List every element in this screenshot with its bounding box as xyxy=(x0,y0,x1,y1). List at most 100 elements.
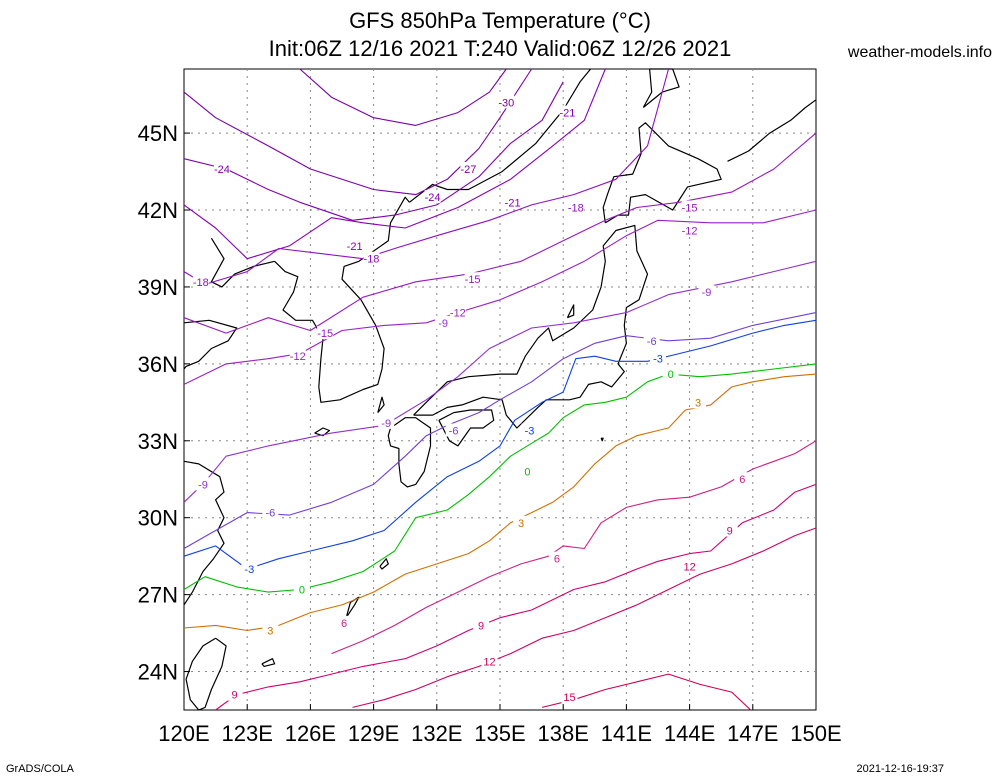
contour-line xyxy=(183,319,817,570)
coastline-honshu xyxy=(413,224,649,429)
coastline-china-south xyxy=(183,460,225,606)
contour-label: -6 xyxy=(449,426,459,438)
contour-label: 12 xyxy=(683,561,695,573)
coastline-primorye xyxy=(409,68,592,203)
contour-label-bg xyxy=(445,423,462,437)
lat-tick-label: 45N xyxy=(138,121,178,146)
contour-label-bg xyxy=(662,367,679,381)
contour-label-bg xyxy=(513,515,530,529)
contour-label: 3 xyxy=(518,518,524,530)
contour-label: -15 xyxy=(317,328,333,340)
contour-label: 0 xyxy=(299,584,305,596)
contour-line xyxy=(183,132,817,334)
coastline-hokkaido xyxy=(602,122,722,224)
contour-label-bg xyxy=(435,315,452,329)
contour-label: -18 xyxy=(193,277,209,289)
contour-line xyxy=(541,673,752,711)
contour-label-bg xyxy=(643,333,660,347)
lon-tick-label: 141E xyxy=(601,721,652,746)
contour-label-bg xyxy=(346,238,363,252)
contour-label-bg xyxy=(734,472,751,486)
contour-label-bg xyxy=(262,505,279,519)
title-line-1: GFS 850hPa Temperature (°C) xyxy=(349,8,651,33)
contour-label: -21 xyxy=(505,197,521,209)
coastline-amami xyxy=(379,558,389,570)
footer-left: GrADS/COLA xyxy=(6,763,74,775)
coastline-korea xyxy=(274,196,410,403)
contour-label: -9 xyxy=(702,287,712,299)
contour-line xyxy=(331,440,817,655)
title-line-2: Init:06Z 12/16 2021 T:240 Valid:06Z 12/2… xyxy=(268,36,732,61)
contour-label-bg xyxy=(481,654,498,668)
contour-label-bg xyxy=(650,351,666,365)
contour-label: -9 xyxy=(381,418,391,430)
lon-tick-label: 150E xyxy=(790,721,841,746)
contour-label-bg xyxy=(464,272,481,286)
contour-label-bg xyxy=(548,551,565,565)
contour-label-bg xyxy=(289,349,306,363)
lat-tick-label: 39N xyxy=(138,275,178,300)
lat-tick-label: 24N xyxy=(138,660,178,685)
lon-tick-label: 138E xyxy=(538,721,589,746)
contour-label: -15 xyxy=(465,274,481,286)
contour-label-bg xyxy=(226,687,243,701)
contour-label: 6 xyxy=(739,474,745,486)
latitude-ticks: 24N 27N 30N 33N 36N 39N 42N 45N xyxy=(138,121,190,685)
contour-label-bg xyxy=(567,200,584,214)
contour-label-bg xyxy=(424,190,441,204)
lon-tick-label: 129E xyxy=(348,721,399,746)
contour-label-bg xyxy=(473,618,490,632)
contour-labels: -30-27-24-24-21-21-21-18-18-18-15-15-15-… xyxy=(192,95,751,704)
contour-line xyxy=(299,68,507,126)
site-label: weather-models.info xyxy=(847,44,992,61)
contour-label: -3 xyxy=(653,354,663,366)
contour-line xyxy=(183,81,564,221)
contour-label: -27 xyxy=(460,164,476,176)
contour-label-bg xyxy=(681,559,698,573)
contour-label: -18 xyxy=(568,202,584,214)
contour-label: 0 xyxy=(524,467,530,479)
contour-label: -6 xyxy=(647,336,657,348)
coastline-shikoku xyxy=(438,409,495,447)
contour-label: 9 xyxy=(727,526,733,538)
contour-label-bg xyxy=(460,161,477,175)
lat-tick-label: 36N xyxy=(138,352,178,377)
contour-label: 3 xyxy=(267,626,273,638)
contour-label: -30 xyxy=(498,97,514,109)
contour-label: -12 xyxy=(682,226,698,238)
contour-label: -15 xyxy=(682,202,698,214)
contour-line xyxy=(215,483,817,711)
contour-label: -3 xyxy=(525,426,535,438)
map-frame xyxy=(183,68,817,711)
contour-label-bg xyxy=(363,251,380,265)
contour-label-bg xyxy=(293,582,310,596)
lon-tick-label: 132E xyxy=(411,721,462,746)
contour-label-bg xyxy=(213,161,230,175)
coastlines xyxy=(183,68,817,711)
coastline-tsushima xyxy=(377,396,385,413)
contour-label: -24 xyxy=(425,192,441,204)
contour-label: -21 xyxy=(559,108,575,120)
contour-label: 3 xyxy=(695,397,701,409)
contour-label-bg xyxy=(698,285,715,299)
contour-label: 6 xyxy=(341,618,347,630)
contour-label-bg xyxy=(504,195,521,209)
contour-label-bg xyxy=(519,464,536,478)
contour-label: 15 xyxy=(563,692,575,704)
longitude-ticks: 120E 123E 126E 129E 132E 135E 138E 141E 144E 147E… xyxy=(158,704,842,746)
coastline-izu xyxy=(600,437,604,442)
contour-label-bg xyxy=(378,415,395,429)
contour-label-bg xyxy=(721,523,738,537)
contour-label-bg xyxy=(449,305,466,319)
contour-label-bg xyxy=(262,623,279,637)
contour-line xyxy=(183,68,606,260)
lat-tick-label: 30N xyxy=(138,506,178,531)
contour-label: 6 xyxy=(554,554,560,566)
contour-line xyxy=(183,312,817,549)
contour-label-bg xyxy=(498,95,515,109)
contour-label-bg xyxy=(681,223,698,237)
lon-tick-label: 144E xyxy=(664,721,715,746)
footer-timestamp: 2021-12-16-19:37 xyxy=(856,763,944,775)
contour-label-bg xyxy=(241,561,258,575)
contour-label-bg xyxy=(690,395,707,409)
